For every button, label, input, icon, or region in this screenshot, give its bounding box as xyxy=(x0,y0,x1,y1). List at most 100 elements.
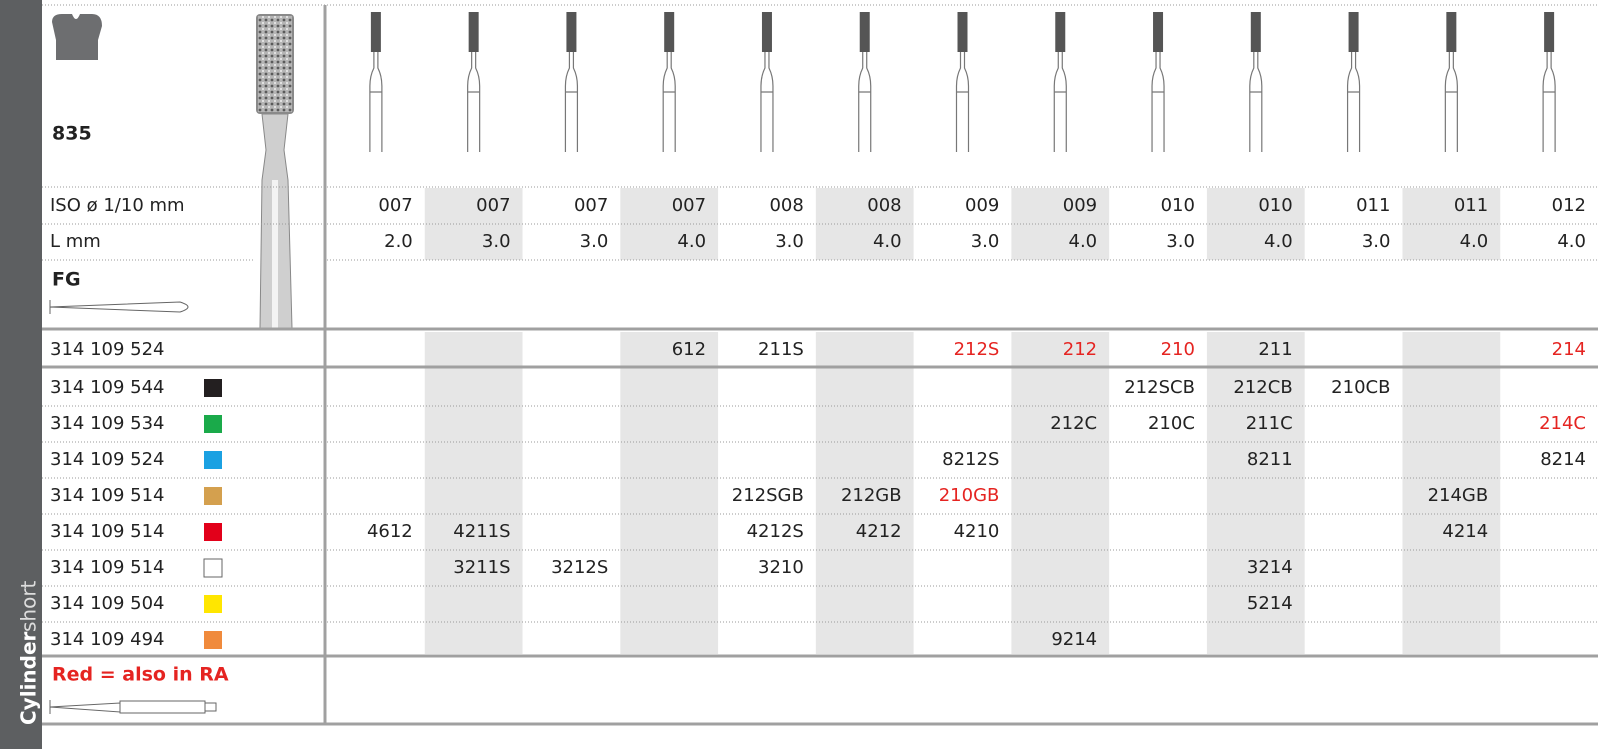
bur-head xyxy=(859,12,870,52)
bur-head xyxy=(1348,12,1359,52)
cell-value: 211S xyxy=(758,339,804,360)
cell-value: 214C xyxy=(1539,413,1586,434)
article-code: 314 109 524 xyxy=(50,449,165,470)
cell-value: 4211S xyxy=(453,521,510,542)
article-code: 314 109 544 xyxy=(50,377,165,398)
cell-value: 212C xyxy=(1050,413,1097,434)
article-code: 314 109 504 xyxy=(50,593,165,614)
shade xyxy=(1402,332,1501,654)
iso-value: 007 xyxy=(574,195,608,216)
color-swatch xyxy=(204,523,222,541)
footer-note: Red = also in RA xyxy=(52,664,229,686)
color-swatch xyxy=(204,415,222,433)
bur-neck xyxy=(955,52,970,152)
cell-value: 210GB xyxy=(939,485,1000,506)
length-value: 4.0 xyxy=(677,231,706,252)
bur-neck xyxy=(760,52,774,152)
shade xyxy=(1206,188,1305,260)
bur-neck xyxy=(1542,52,1556,152)
cell-value: 212GB xyxy=(841,485,902,506)
length-value: 3.0 xyxy=(1166,231,1195,252)
cell-value: 4210 xyxy=(954,521,1000,542)
cell-value: 8211 xyxy=(1247,449,1293,470)
iso-value: 011 xyxy=(1356,195,1390,216)
iso-label: ISO ø 1/10 mm xyxy=(50,195,185,216)
bur-neck xyxy=(1249,52,1263,152)
iso-value: 011 xyxy=(1454,195,1488,216)
cell-value: 5214 xyxy=(1247,593,1293,614)
cell-value: 212SCB xyxy=(1124,377,1195,398)
cell-value: 8212S xyxy=(942,449,999,470)
cell-value: 3211S xyxy=(453,557,510,578)
bur-head xyxy=(1250,12,1261,52)
length-value: 4.0 xyxy=(1460,231,1489,252)
iso-value: 009 xyxy=(965,195,999,216)
shade xyxy=(815,332,914,654)
bur-head xyxy=(566,12,577,52)
cell-value: 4214 xyxy=(1442,521,1488,542)
length-value: 4.0 xyxy=(1264,231,1293,252)
column-shading xyxy=(424,188,1501,654)
iso-value: 007 xyxy=(476,195,510,216)
article-code: 314 109 524 xyxy=(50,339,165,360)
shade xyxy=(424,332,523,654)
article-code: 314 109 514 xyxy=(50,521,165,542)
article-code: 314 109 534 xyxy=(50,413,165,434)
cell-value: 4212 xyxy=(856,521,902,542)
bur-head xyxy=(761,12,772,52)
length-value: 3.0 xyxy=(580,231,609,252)
color-swatch xyxy=(204,451,222,469)
ra-icon xyxy=(49,700,217,714)
bur-neck xyxy=(564,52,579,152)
length-value: 4.0 xyxy=(1557,231,1586,252)
cell-value: 4612 xyxy=(367,521,413,542)
iso-value: 009 xyxy=(1063,195,1097,216)
iso-value: 010 xyxy=(1258,195,1292,216)
shade xyxy=(620,332,719,654)
sidebar-subtitle: short xyxy=(17,580,41,632)
cell-value: 612 xyxy=(672,339,706,360)
cell-value: 212 xyxy=(1063,339,1097,360)
cell-value: 211 xyxy=(1258,339,1292,360)
cell-value: 210CB xyxy=(1331,377,1390,398)
iso-value: 012 xyxy=(1552,195,1586,216)
article-code: 314 109 494 xyxy=(50,629,165,650)
cell-value: 212S xyxy=(954,339,1000,360)
cell-value: 212SGB xyxy=(732,485,804,506)
bur-head xyxy=(468,12,479,52)
cell-value: 211C xyxy=(1246,413,1293,434)
sidebar xyxy=(0,0,42,749)
length-value: 2.0 xyxy=(384,231,413,252)
cell-value: 3214 xyxy=(1247,557,1293,578)
bur-head xyxy=(664,12,675,52)
length-value: 3.0 xyxy=(482,231,511,252)
cell-value: 214GB xyxy=(1428,485,1489,506)
shade xyxy=(1402,188,1501,260)
bur-neck xyxy=(1444,52,1458,152)
fg-icon xyxy=(49,300,189,314)
cell-value: 8214 xyxy=(1540,449,1586,470)
shank-label: FG xyxy=(52,269,81,291)
shade xyxy=(1011,332,1110,654)
tooth-icon xyxy=(52,14,102,60)
cell-value: 9214 xyxy=(1051,629,1097,650)
cell-value: 210C xyxy=(1148,413,1195,434)
model-number: 835 xyxy=(52,123,92,145)
iso-value: 010 xyxy=(1161,195,1195,216)
article-code: 314 109 514 xyxy=(50,485,165,506)
iso-value: 007 xyxy=(672,195,706,216)
cell-value: 212CB xyxy=(1233,377,1292,398)
bur-head xyxy=(1544,12,1555,52)
bur-neck xyxy=(858,52,872,152)
cell-value: 3212S xyxy=(551,557,608,578)
cell-value: 3210 xyxy=(758,557,804,578)
length-value: 4.0 xyxy=(873,231,902,252)
bur-head xyxy=(1055,12,1066,52)
color-swatch xyxy=(204,379,222,397)
bur-neck xyxy=(662,52,676,152)
bur-image xyxy=(256,14,294,329)
cell-value: 214 xyxy=(1552,339,1586,360)
length-label: L mm xyxy=(50,231,101,252)
color-swatch xyxy=(203,558,223,578)
